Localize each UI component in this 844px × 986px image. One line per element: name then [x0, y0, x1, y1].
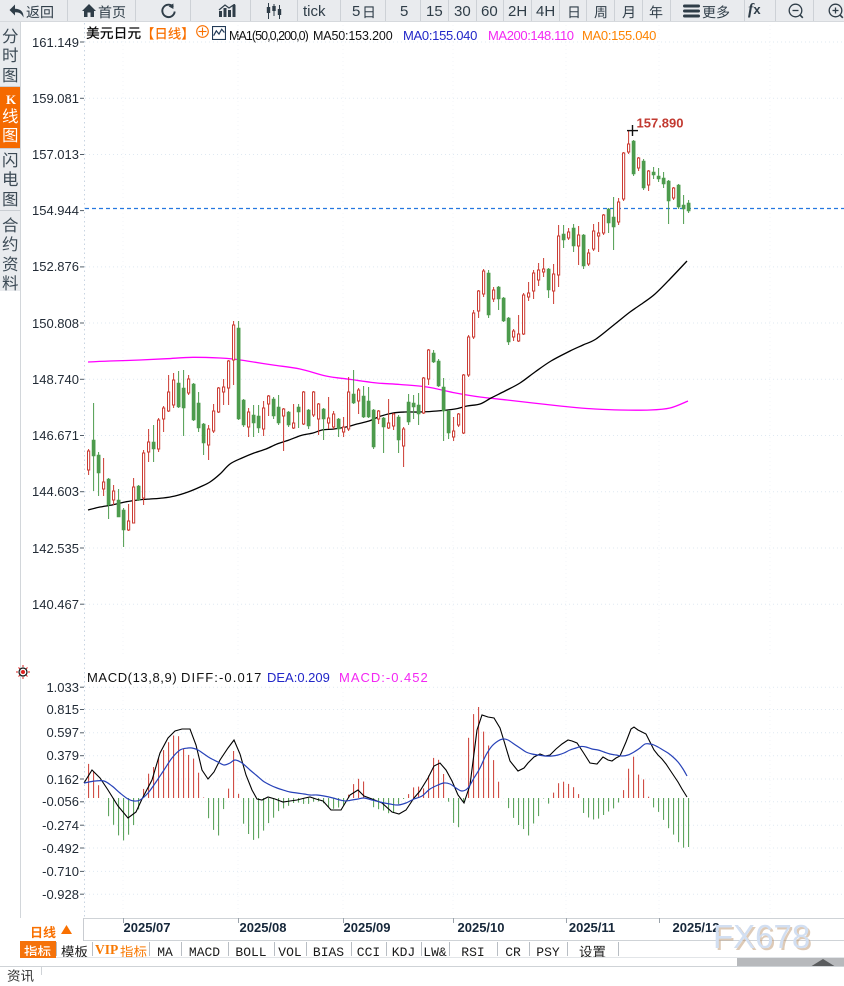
- svg-text:157.890: 157.890: [637, 116, 684, 131]
